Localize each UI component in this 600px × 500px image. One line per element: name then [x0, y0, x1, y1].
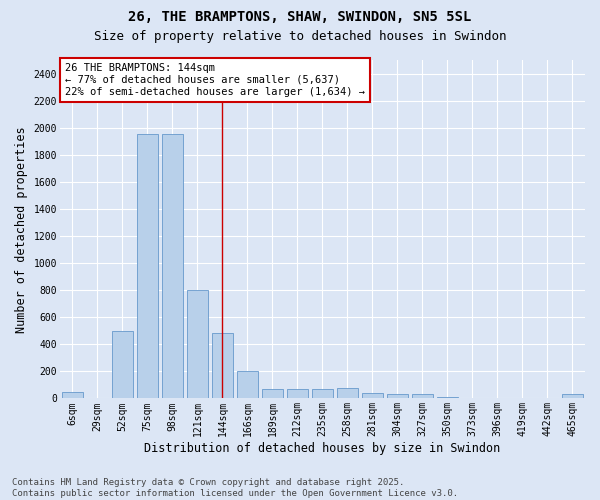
Bar — [212, 334, 233, 398]
Bar — [262, 389, 283, 398]
Bar — [112, 330, 133, 398]
Bar — [312, 389, 333, 398]
Text: 26, THE BRAMPTONS, SHAW, SWINDON, SN5 5SL: 26, THE BRAMPTONS, SHAW, SWINDON, SN5 5S… — [128, 10, 472, 24]
Y-axis label: Number of detached properties: Number of detached properties — [15, 126, 28, 332]
X-axis label: Distribution of detached houses by size in Swindon: Distribution of detached houses by size … — [144, 442, 500, 455]
Bar — [412, 394, 433, 398]
Text: 26 THE BRAMPTONS: 144sqm
← 77% of detached houses are smaller (5,637)
22% of sem: 26 THE BRAMPTONS: 144sqm ← 77% of detach… — [65, 64, 365, 96]
Bar — [437, 397, 458, 398]
Text: Contains HM Land Registry data © Crown copyright and database right 2025.
Contai: Contains HM Land Registry data © Crown c… — [12, 478, 458, 498]
Bar — [387, 394, 408, 398]
Bar — [562, 394, 583, 398]
Bar — [62, 392, 83, 398]
Bar — [337, 388, 358, 398]
Bar — [137, 134, 158, 398]
Bar — [162, 134, 183, 398]
Bar — [187, 290, 208, 399]
Text: Size of property relative to detached houses in Swindon: Size of property relative to detached ho… — [94, 30, 506, 43]
Bar — [362, 393, 383, 398]
Bar — [237, 372, 258, 398]
Bar — [287, 389, 308, 398]
